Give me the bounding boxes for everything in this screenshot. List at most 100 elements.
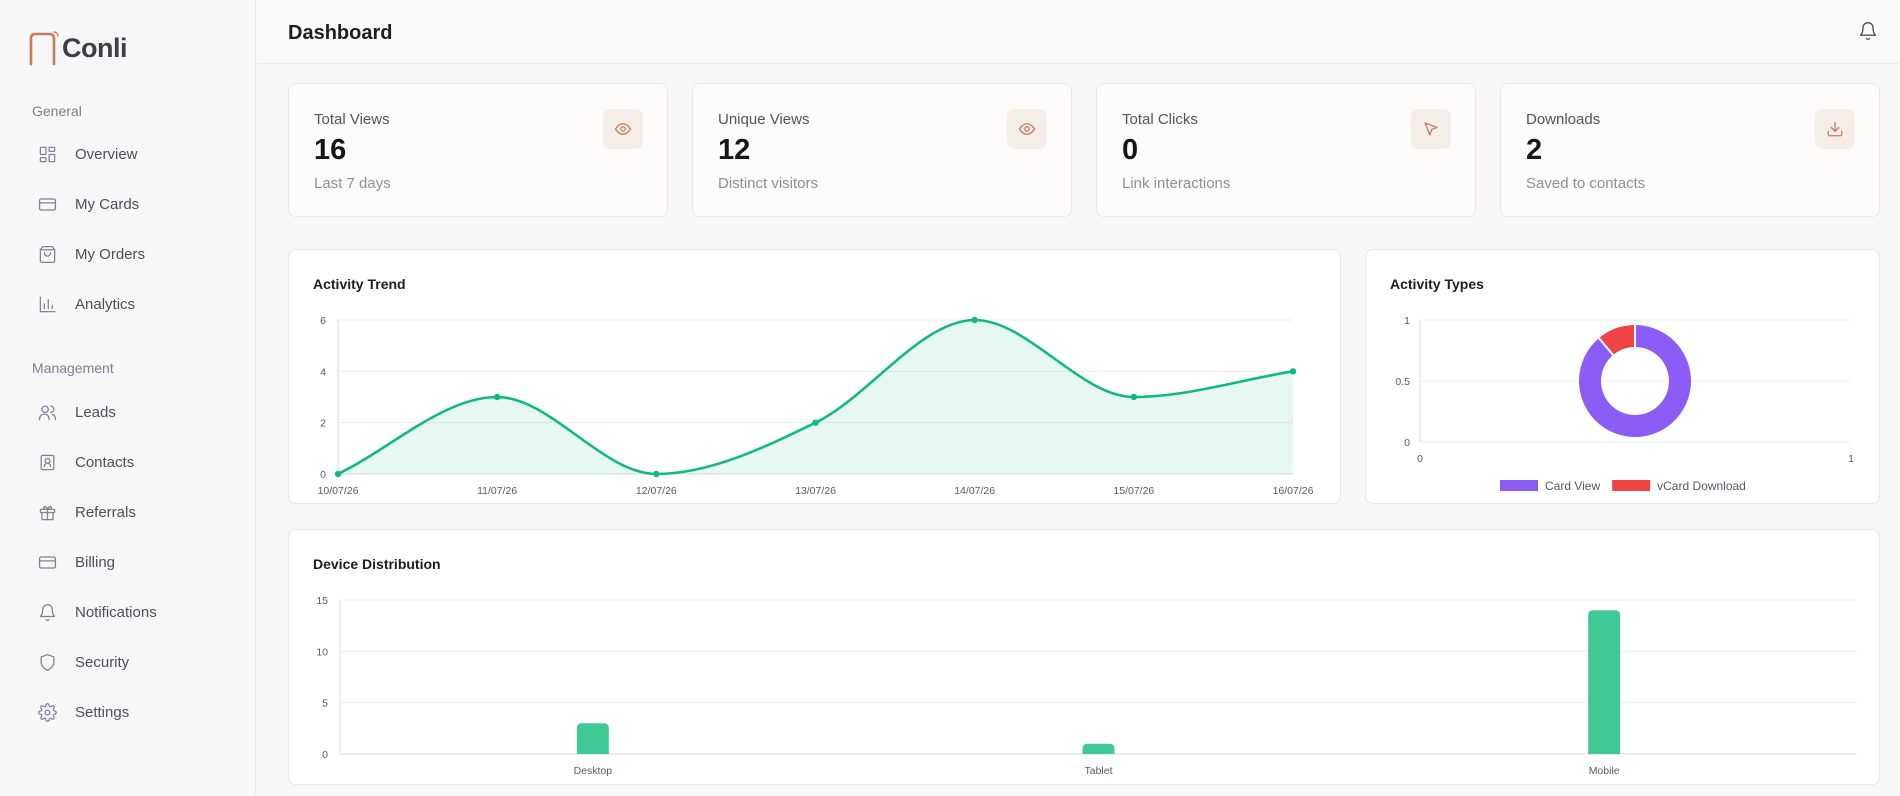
stat-subtitle: Saved to contacts [1526, 175, 1646, 192]
trend-point [653, 470, 660, 478]
section-label-management: Management [32, 360, 114, 376]
x-tick-label: Mobile [1589, 765, 1620, 777]
device-distribution-title: Device Distribution [313, 556, 441, 572]
device-bar [576, 723, 609, 754]
x-tick-label: 0 [1417, 453, 1423, 465]
y-tick-label: 0 [322, 749, 328, 761]
trend-point [1289, 368, 1297, 375]
trend-point [334, 470, 342, 478]
sidebar-item-label: Overview [75, 145, 138, 163]
stat-card-unique-views: Unique Views 12 Distinct visitors [692, 83, 1072, 217]
sidebar-item-label: Billing [75, 553, 116, 571]
eye-icon [1018, 123, 1036, 135]
trend-point [1130, 393, 1138, 401]
device-distribution-chart: 0 5 10 15 Desktop Tablet Mobile [316, 595, 1857, 777]
logo[interactable]: Conli [28, 30, 128, 66]
donut-slice [1577, 322, 1693, 439]
sidebar-item-label: Referrals [75, 503, 136, 521]
y-tick-label: 0 [320, 469, 326, 481]
stat-value: 16 [314, 134, 347, 166]
sidebar-item-label: Security [75, 653, 130, 671]
sidebar-item-my-orders[interactable]: My Orders [38, 239, 145, 269]
page-title: Dashboard [288, 22, 393, 44]
legend-swatch [1612, 480, 1651, 491]
x-tick-label: 13/07/26 [795, 485, 836, 497]
sidebar-item-label: Notifications [75, 603, 157, 621]
activity-types-title: Activity Types [1390, 276, 1484, 292]
sidebar-item-label: Contacts [75, 453, 135, 471]
gear-icon [38, 702, 57, 722]
card-icon [38, 197, 57, 211]
bell-icon [1859, 22, 1877, 41]
activity-trend-chart: 0 2 4 6 10/07/26 11/07/26 12/07/26 13/07/26 14/0… [318, 315, 1314, 497]
y-tick-label: 0 [1404, 437, 1410, 449]
brand-name: Conli [62, 32, 128, 63]
top-header: Dashboard [257, 0, 1900, 64]
x-tick-label: Desktop [574, 765, 613, 777]
sidebar-item-label: My Orders [75, 245, 146, 263]
x-tick-label: 14/07/26 [954, 485, 995, 497]
y-tick-label: 15 [316, 595, 328, 607]
sidebar-item-billing[interactable]: Billing [38, 547, 115, 577]
trend-point [493, 393, 501, 401]
stat-value: 12 [718, 134, 751, 166]
trend-point [971, 316, 978, 324]
stat-card-total-clicks: Total Clicks 0 Link interactions [1096, 83, 1476, 217]
gift-icon [39, 505, 56, 520]
stat-card-downloads: Downloads 2 Saved to contacts [1500, 83, 1880, 217]
y-tick-label: 2 [320, 418, 326, 430]
shield-icon [40, 653, 55, 671]
sidebar-item-settings[interactable]: Settings [38, 697, 129, 727]
x-tick-label: 15/07/26 [1113, 485, 1154, 497]
sidebar-item-contacts[interactable]: Contacts [38, 447, 134, 477]
legend-label: Card View [1545, 479, 1600, 493]
sidebar-item-label: Analytics [75, 295, 136, 313]
notifications-button[interactable] [1858, 21, 1878, 41]
credit-card-icon [38, 555, 57, 569]
sidebar-item-leads[interactable]: Leads [38, 397, 116, 427]
legend-swatch [1500, 480, 1538, 491]
sidebar-item-referrals[interactable]: Referrals [38, 497, 136, 527]
x-tick-label: 16/07/26 [1273, 485, 1314, 497]
stat-icon-box [1411, 109, 1451, 149]
y-tick-label: 10 [316, 646, 328, 658]
y-tick-label: 0.5 [1395, 376, 1410, 388]
stat-subtitle: Last 7 days [314, 175, 391, 192]
sidebar: Conli General Overview My Cards My Order… [0, 0, 256, 796]
bell-icon [39, 603, 56, 621]
sidebar-item-label: Leads [75, 403, 116, 421]
trend-point [812, 419, 819, 426]
sidebar-item-analytics[interactable]: Analytics [38, 289, 135, 319]
activity-types-panel: Activity Types 0 0.5 1 0 1 Card View vCard Dow… [1365, 249, 1880, 504]
stat-title: Total Clicks [1122, 111, 1198, 128]
y-tick-label: 1 [1404, 315, 1410, 327]
legend-label: vCard Download [1657, 479, 1746, 493]
sidebar-item-label: My Cards [75, 195, 140, 213]
contact-icon [40, 454, 55, 470]
sidebar-item-overview[interactable]: Overview [38, 139, 138, 169]
stat-icon-box [603, 109, 643, 149]
x-tick-label: 1 [1848, 453, 1854, 465]
stat-subtitle: Distinct visitors [718, 175, 819, 192]
eye-icon [614, 123, 632, 135]
grid-icon [39, 146, 56, 162]
stat-card-total-views: Total Views 16 Last 7 days [288, 83, 668, 217]
x-tick-label: 12/07/26 [636, 485, 677, 497]
sidebar-item-my-cards[interactable]: My Cards [38, 189, 139, 219]
cursor-icon [1424, 122, 1438, 136]
y-tick-label: 5 [322, 698, 328, 710]
sidebar-item-security[interactable]: Security [38, 647, 129, 677]
stat-title: Downloads [1526, 111, 1601, 128]
sidebar-item-notifications[interactable]: Notifications [38, 597, 157, 627]
section-label-general: General [32, 103, 82, 119]
stat-icon-box [1007, 109, 1047, 149]
download-icon [1827, 121, 1843, 137]
logo-mark-icon [29, 31, 59, 66]
y-tick-label: 6 [320, 315, 326, 327]
x-tick-label: Tablet [1084, 765, 1112, 777]
users-icon [38, 405, 57, 420]
activity-trend-title: Activity Trend [313, 276, 406, 292]
sidebar-item-label: Settings [75, 703, 130, 721]
bar-chart-icon [39, 296, 56, 312]
device-distribution-panel: Device Distribution 0 5 10 15 Desktop Tablet M… [288, 529, 1880, 785]
